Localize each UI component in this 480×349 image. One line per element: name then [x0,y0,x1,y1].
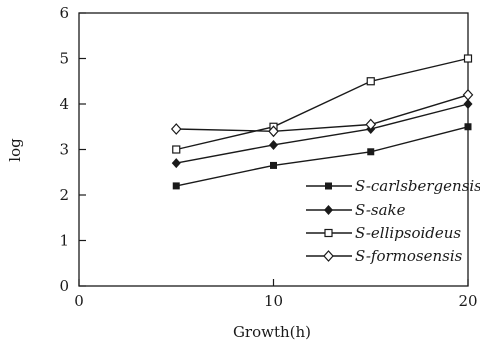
data-point-s-carlsbergensis [464,123,472,131]
y-tick-label: 4 [59,95,69,113]
data-point-s-ellipsoideus [172,145,181,154]
x-axis: 0 10 20 [74,279,478,310]
data-point-s-ellipsoideus [463,54,473,63]
legend-item-s-sake: S-sake [306,201,406,219]
filled-square-marker-icon [325,182,332,190]
x-axis-title: Growth(h) [233,323,311,341]
legend-item-s-carlsbergensis: S-carlsbergensis [306,177,480,195]
y-tick-label: 0 [59,277,69,295]
legend-label-s-carlsbergensis: S-carlsbergensis [355,177,480,195]
series-layer [170,54,474,190]
y-tick-label: 3 [59,141,69,159]
y-tick-label: 2 [59,186,69,204]
data-point-s-formosensis [462,89,474,101]
data-point-s-sake [463,99,473,109]
legend-label-s-formosensis: S-formosensis [355,247,463,265]
data-point-s-sake [171,158,181,169]
legend: S-carlsbergensis S-sake S-ellipsoideus S… [306,177,480,265]
y-axis: 0 1 2 3 4 5 6 [59,4,86,295]
y-tick-label: 5 [59,50,69,68]
legend-item-s-formosensis: S-formosensis [306,247,463,265]
data-point-s-formosensis [170,123,182,135]
data-point-s-carlsbergensis [367,148,375,156]
series-line-s-ellipsoideus [176,57,469,151]
open-square-marker-icon [324,228,333,238]
series-s-sake [171,99,473,169]
filled-diamond-marker-icon [324,205,333,215]
legend-label-s-ellipsoideus: S-ellipsoideus [355,224,461,242]
y-tick-label: 6 [59,4,69,22]
data-point-s-carlsbergensis [270,161,277,169]
x-tick-label: 10 [264,292,283,310]
y-tick-label: 1 [59,232,69,250]
legend-item-s-ellipsoideus: S-ellipsoideus [306,224,461,242]
data-point-s-carlsbergensis [172,182,180,190]
data-point-s-ellipsoideus [366,77,375,86]
open-diamond-marker-icon [323,250,334,262]
series-s-carlsbergensis [172,123,472,190]
series-line-s-formosensis [176,94,469,133]
x-tick-label: 20 [458,292,477,310]
series-s-formosensis [170,89,474,138]
series-line-s-sake [176,103,469,164]
data-point-s-sake [269,139,278,150]
series-line-s-carlsbergensis [176,126,469,187]
data-point-s-formosensis [268,125,279,138]
series-s-ellipsoideus [172,54,473,154]
x-tick-label: 0 [74,292,84,310]
y-axis-title: log [6,138,24,162]
data-point-s-formosensis [365,118,377,131]
legend-label-s-sake: S-sake [355,201,406,219]
